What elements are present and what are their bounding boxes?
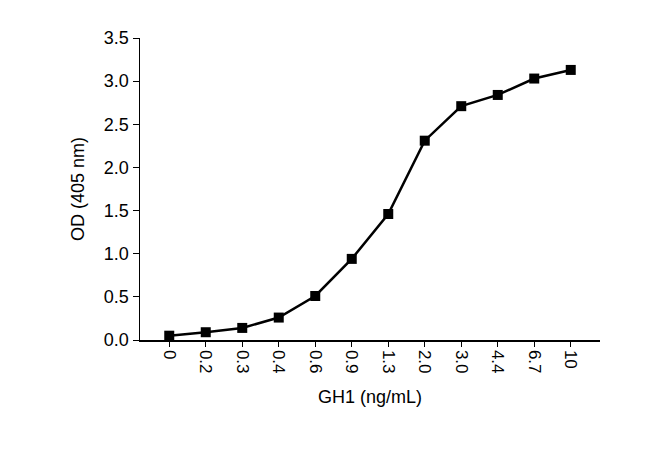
- svg-text:0.3: 0.3: [233, 350, 252, 374]
- svg-text:0: 0: [160, 350, 179, 359]
- svg-text:4.4: 4.4: [488, 350, 507, 374]
- svg-text:0.6: 0.6: [306, 350, 325, 374]
- svg-text:3.5: 3.5: [104, 28, 129, 48]
- svg-text:1.0: 1.0: [104, 244, 129, 264]
- svg-text:0.9: 0.9: [342, 350, 361, 374]
- svg-text:1.5: 1.5: [104, 201, 129, 221]
- svg-text:2.0: 2.0: [104, 158, 129, 178]
- svg-text:2.0: 2.0: [415, 350, 434, 374]
- svg-text:3.0: 3.0: [104, 71, 129, 91]
- svg-text:0.0: 0.0: [104, 330, 129, 350]
- svg-text:GH1 (ng/mL): GH1 (ng/mL): [318, 387, 422, 407]
- svg-text:0.5: 0.5: [104, 287, 129, 307]
- svg-text:6.7: 6.7: [525, 350, 544, 374]
- svg-text:0.4: 0.4: [269, 350, 288, 374]
- svg-text:2.5: 2.5: [104, 115, 129, 135]
- svg-text:1.3: 1.3: [379, 350, 398, 374]
- svg-text:OD (405 nm): OD (405 nm): [68, 137, 88, 241]
- svg-text:10: 10: [561, 350, 580, 369]
- svg-text:3.0: 3.0: [452, 350, 471, 374]
- svg-text:0.2: 0.2: [196, 350, 215, 374]
